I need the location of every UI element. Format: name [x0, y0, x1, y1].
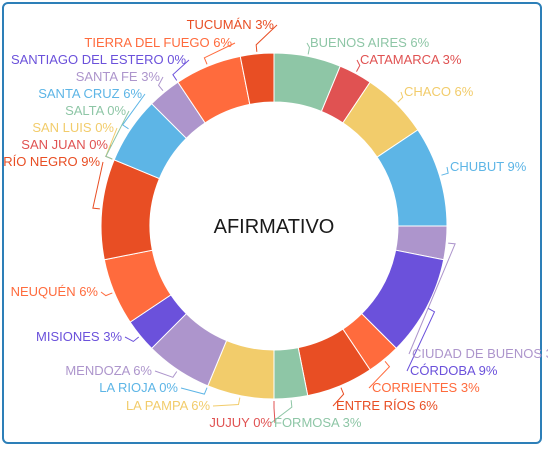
label-neuquen: NEUQUÉN 6% — [11, 284, 99, 299]
label-tierra-del-fuego: TIERRA DEL FUEGO 6% — [84, 35, 232, 50]
label-tucuman: TUCUMÁN 3% — [187, 17, 275, 32]
label-cordoba: CÓRDOBA 9% — [410, 363, 498, 378]
leader-santiago-del-estero — [172, 59, 190, 81]
label-formosa: FORMOSA 3% — [274, 415, 362, 430]
label-ciudad-de-buenos: CIUDAD DE BUENOS 3% — [412, 346, 548, 361]
leader-mendoza — [154, 370, 178, 378]
slice-tucuman — [239, 52, 275, 105]
label-catamarca: CATAMARCA 3% — [360, 52, 462, 67]
leader-rio-negro — [92, 161, 104, 210]
leader-la-rioja — [180, 387, 208, 395]
leader-jujuy — [273, 401, 276, 424]
label-misiones: MISIONES 3% — [36, 329, 122, 344]
label-san-juan: SAN JUAN 0% — [21, 137, 108, 152]
leader-buenos-aires — [306, 42, 311, 55]
leader-salta — [105, 110, 130, 160]
leader-chaco — [397, 91, 404, 103]
leader-santa-fe — [157, 76, 164, 92]
label-la-pampa: LA PAMPA 6% — [126, 398, 211, 413]
leader-tucuman — [255, 24, 278, 52]
label-la-rioja: LA RIOJA 0% — [99, 380, 178, 395]
label-entre-rios: ENTRE RÍOS 6% — [336, 398, 438, 413]
leader-tierra-del-fuego — [203, 42, 236, 65]
leader-formosa — [270, 400, 293, 424]
center-label: AFIRMATIVO — [214, 216, 335, 238]
label-jujuy: JUJUY 0% — [209, 415, 272, 430]
label-chubut: CHUBUT 9% — [450, 159, 527, 174]
leader-chubut — [441, 166, 449, 176]
label-santiago-del-estero: SANTIAGO DEL ESTERO 0% — [11, 52, 187, 67]
label-san-luis: SAN LUIS 0% — [32, 120, 114, 135]
leader-santa-cruz — [121, 93, 146, 130]
leader-neuquen — [100, 291, 113, 297]
leader-corrientes — [368, 360, 391, 389]
leader-misiones — [124, 336, 140, 343]
leader-la-pampa — [212, 397, 241, 407]
labels-group: BUENOS AIRES 6% CATAMARCA 3% CHACO 6% CHUBU… — [3, 17, 548, 430]
leader-lines-group — [92, 24, 456, 424]
label-chaco: CHACO 6% — [404, 84, 474, 99]
label-rio-negro: RÍO NEGRO 9% — [3, 154, 100, 169]
slices-group — [100, 52, 448, 400]
label-salta: SALTA 0% — [65, 103, 126, 118]
leader-cordoba — [406, 308, 436, 372]
label-buenos-aires: BUENOS AIRES 6% — [310, 35, 430, 50]
label-mendoza: MENDOZA 6% — [65, 363, 152, 378]
leader-catamarca — [356, 59, 361, 72]
leader-entre-rios — [332, 387, 345, 407]
label-corrientes: CORRIENTES 3% — [372, 380, 480, 395]
label-santa-cruz: SANTA CRUZ 6% — [38, 86, 142, 101]
label-santa-fe: SANTA FE 3% — [76, 69, 161, 84]
leader-ciudad-de-buenos — [408, 242, 456, 355]
